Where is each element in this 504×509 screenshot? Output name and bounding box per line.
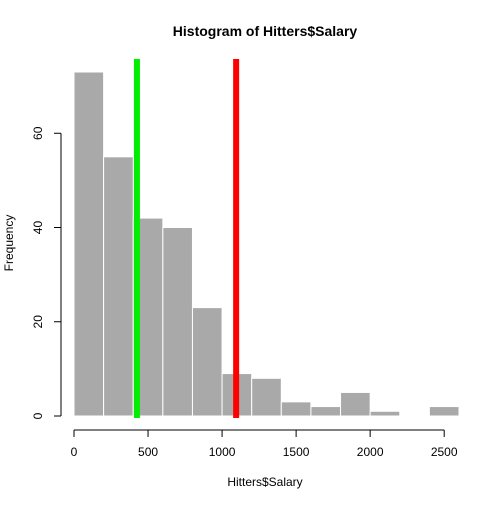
histogram-bar-1 [103,156,134,417]
x-tick-label-2: 1000 [209,445,236,459]
x-axis-label: Hitters$Salary [227,475,302,489]
histogram-bar-3 [162,227,193,417]
histogram-bar-4 [191,307,223,417]
histogram-bar-7 [280,401,312,417]
chart-title: Histogram of Hitters$Salary [173,23,358,39]
y-tick-label-2: 40 [31,221,45,235]
x-axis: 0 500 1000 1500 2000 2500 [71,429,458,459]
y-tick-label-1: 20 [31,315,45,329]
histogram-bar-10 [369,410,401,417]
histogram-bar-6 [251,377,282,417]
x-tick-label-0: 0 [71,445,78,459]
y-axis: 0 20 40 60 [31,126,62,419]
bars-group [73,71,460,417]
y-axis-label: Frequency [2,215,16,272]
histogram-bar-0 [73,71,105,417]
y-tick-label-0: 0 [31,412,45,419]
x-tick-label-3: 1500 [283,445,310,459]
x-tick-label-1: 500 [138,445,158,459]
y-tick-label-3: 60 [31,126,45,140]
histogram-bar-12 [428,406,460,417]
histogram-bar-8 [310,406,342,417]
x-tick-label-4: 2000 [357,445,384,459]
x-tick-label-5: 2500 [431,445,458,459]
reference-lines-group [133,59,240,418]
histogram-bar-9 [340,391,371,417]
